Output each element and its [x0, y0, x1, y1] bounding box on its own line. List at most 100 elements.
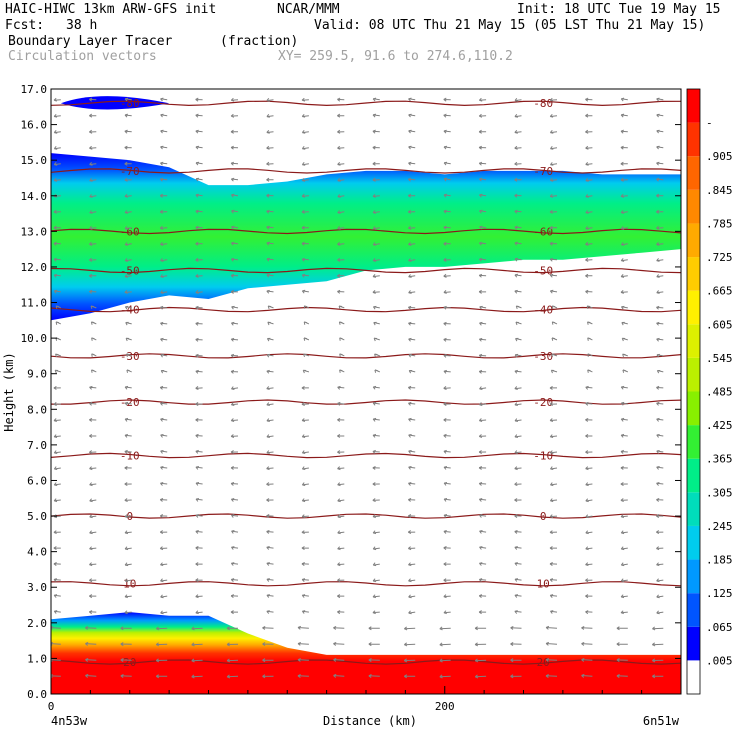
vector-arrow — [195, 546, 203, 550]
vector-arrow — [510, 626, 522, 630]
vector-arrow — [656, 370, 664, 374]
vector-arrow — [408, 578, 416, 583]
vector-arrow — [53, 610, 61, 614]
y-axis: 0.0 1.0 2.0 3.0 4.0 5.0 6.0 7.0 8.0 9.0 10.0 11.0 12… — [21, 83, 681, 701]
vector-arrow — [549, 450, 558, 454]
vector-arrow — [515, 337, 522, 342]
vector-arrow — [267, 305, 274, 310]
vector-arrow — [585, 401, 593, 406]
vector-arrow — [226, 658, 239, 663]
vector-arrow — [301, 129, 309, 134]
vector-arrow — [266, 434, 274, 438]
vector-arrow — [443, 321, 451, 326]
vector-arrow — [620, 177, 628, 182]
vector-arrow — [266, 386, 274, 390]
vector-arrow — [89, 594, 97, 599]
vector-arrow — [160, 242, 168, 246]
vector-arrow — [514, 353, 522, 358]
vector-arrow — [549, 578, 558, 582]
vector-arrow — [160, 594, 168, 599]
color-scale-label: .065 — [706, 621, 733, 634]
vector-arrow — [443, 129, 451, 134]
vector-arrow — [195, 369, 203, 374]
x-axis-label: Distance (km) — [323, 714, 417, 728]
vector-arrow — [443, 225, 451, 230]
vector-arrow — [230, 241, 239, 246]
vector-arrow — [549, 177, 558, 182]
vector-arrow — [195, 466, 203, 470]
vector-arrow — [195, 209, 203, 214]
vector-arrow — [266, 610, 274, 614]
vector-arrow — [124, 594, 132, 599]
vector-arrow — [408, 242, 416, 246]
color-swatch — [687, 559, 700, 594]
vector-arrow — [372, 562, 380, 567]
init-time: Init: 18 UTC Tue 19 May 15 — [517, 2, 721, 17]
vector-arrow — [159, 305, 168, 310]
vector-arrow — [337, 417, 345, 422]
vector-arrow — [545, 657, 558, 662]
vector-arrow — [479, 305, 487, 310]
vector-arrow — [301, 514, 309, 519]
vector-arrow — [195, 274, 203, 278]
vector-arrow — [620, 274, 628, 278]
contour-label: -10 — [533, 450, 553, 463]
color-scale-label: .305 — [706, 486, 733, 499]
vector-arrow — [159, 193, 168, 198]
vector-arrow — [549, 209, 558, 214]
vector-arrow — [407, 209, 416, 214]
vector-arrow — [620, 482, 628, 487]
vector-arrow — [89, 433, 97, 438]
vector-arrow — [160, 97, 168, 102]
vector-arrow — [372, 129, 380, 134]
vector-arrow — [124, 226, 132, 230]
vector-arrow — [89, 97, 97, 102]
vector-arrow — [474, 674, 487, 679]
color-scale-label: .425 — [706, 419, 733, 432]
vector-arrow — [337, 466, 345, 471]
vector-arrow — [266, 418, 274, 422]
vector-arrow — [372, 466, 380, 470]
vector-arrow — [301, 241, 309, 246]
boundary-layer-tracer — [51, 612, 681, 694]
color-swatch — [687, 189, 700, 224]
vector-arrow — [478, 129, 487, 134]
vector-arrow — [408, 434, 416, 438]
y-tick-label: 15.0 — [21, 154, 48, 167]
color-swatch — [687, 223, 700, 258]
vector-arrow — [656, 258, 664, 262]
vector-arrow — [372, 305, 380, 310]
vector-arrow — [372, 97, 380, 102]
contour-label: -40 — [120, 304, 140, 317]
vector-arrow — [301, 418, 309, 422]
vector-arrow — [443, 177, 451, 182]
vector-arrow — [585, 210, 593, 214]
x-axis: 0 200 — [48, 686, 643, 713]
vector-arrow — [195, 145, 203, 150]
vector-arrow — [337, 546, 345, 551]
vector-arrow — [337, 145, 345, 150]
vector-arrow — [514, 578, 522, 582]
field-units: (fraction) — [220, 34, 299, 49]
vector-arrow — [230, 482, 239, 486]
y-tick-label: 3.0 — [27, 581, 47, 594]
vector-arrow — [303, 337, 310, 341]
color-scale-label: .365 — [706, 453, 733, 466]
color-swatch — [687, 391, 700, 426]
vector-arrow — [478, 482, 487, 486]
vector-arrow — [621, 337, 628, 342]
contour-label: -80 — [533, 97, 553, 110]
vector-arrow — [374, 369, 380, 373]
vector-arrow — [656, 321, 664, 326]
contour-label: -70 — [533, 165, 553, 178]
vector-arrow — [266, 594, 274, 598]
vector-arrow — [656, 498, 664, 502]
vector-arrow — [89, 129, 97, 134]
vector-arrow — [195, 449, 203, 454]
vector-arrow — [408, 482, 416, 486]
vector-arrow — [266, 225, 274, 230]
vector-arrow — [124, 258, 132, 262]
vector-arrow — [407, 305, 416, 310]
vector-arrow — [230, 273, 239, 278]
vector-arrow — [195, 337, 203, 342]
